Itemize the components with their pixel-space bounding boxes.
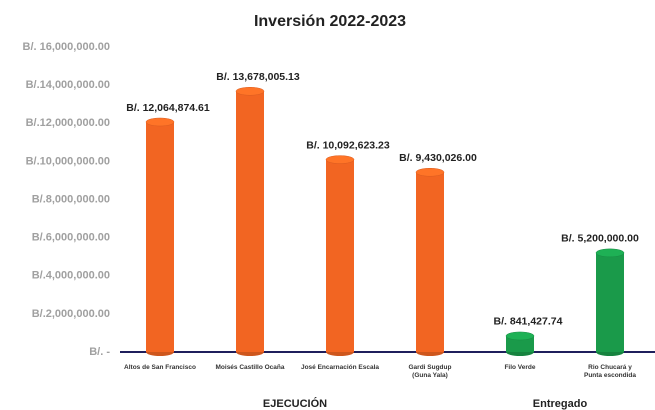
bar-cap [325,155,355,164]
y-tick-label: B/.2,000,000.00 [32,308,110,320]
y-tick-label: B/. 16,000,000.00 [23,41,110,53]
value-label: B/. 5,200,000.00 [561,233,639,245]
x-tick-label: Filo Verde [504,364,536,371]
y-tick-label: B/.4,000,000.00 [32,270,110,282]
bar-cap [145,117,175,127]
y-tick-label: B/.12,000,000.00 [26,117,110,129]
x-tick-label: Moisés Castillo Ocaña [215,364,285,371]
x-tick-label: José Encarnación Escala [300,364,380,371]
x-tick-label: Rio Chucará y Punta escondida [583,364,636,379]
value-label: B/. 12,064,874.61 [126,102,210,114]
bar [326,159,354,352]
bar-cap [235,87,265,96]
value-label: B/. 9,430,026.00 [399,152,477,164]
bar [596,252,624,352]
bar-cap [505,331,535,341]
y-tick-label: B/. - [89,346,110,358]
group-label: EJECUCIÓN [263,397,327,410]
y-tick-label: B/.14,000,000.00 [26,79,110,91]
bar-cap [415,167,445,177]
bar [506,335,534,352]
bar [146,122,174,352]
y-tick-label: B/.6,000,000.00 [32,232,110,244]
value-label: B/. 13,678,005.13 [216,71,300,83]
y-tick-label: B/.10,000,000.00 [26,155,110,167]
x-tick-label: Gardi Sugdup (Guna Yala) [408,364,452,379]
y-tick-label: B/.8,000,000.00 [32,193,110,205]
group-label: Entregado [533,398,588,410]
value-label: B/. 841,427.74 [494,316,563,328]
value-label: B/. 10,092,623.23 [306,139,390,151]
chart-title: Inversión 2022-2023 [254,13,406,30]
x-tick-label: Altos de San Francisco [124,364,196,371]
bar [236,91,264,352]
bar [416,172,444,352]
bar-cap [595,248,625,258]
